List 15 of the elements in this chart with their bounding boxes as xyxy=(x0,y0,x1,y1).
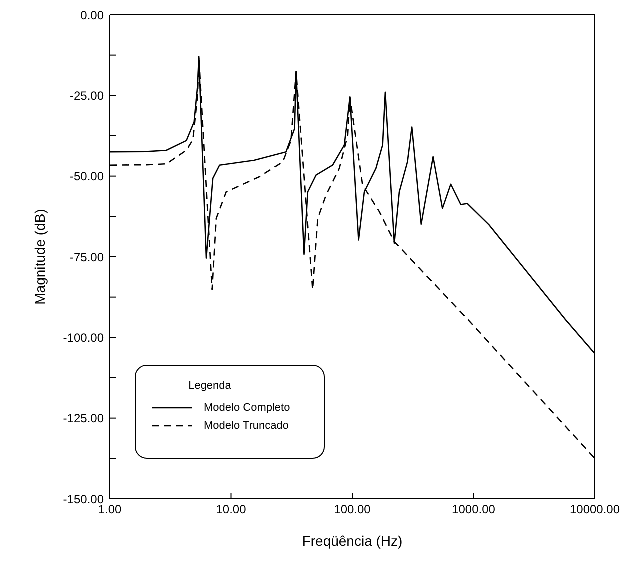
x-tick-label: 100.00 xyxy=(334,502,372,517)
y-tick-label: -25.00 xyxy=(70,88,104,103)
y-tick-label: 0.00 xyxy=(80,8,104,22)
y-tick-label: -75.00 xyxy=(70,250,104,264)
x-tick-label: 10.00 xyxy=(216,502,247,517)
y-tick-label: -50.00 xyxy=(70,170,104,184)
legend-title: Legenda xyxy=(188,380,232,392)
legend-label: Modelo Truncado xyxy=(204,420,289,432)
legend-label: Modelo Completo xyxy=(204,402,290,414)
y-axis-title: Magnitude (dB) xyxy=(32,209,48,305)
x-axis-title: Freqüência (Hz) xyxy=(302,533,403,549)
x-tick-label: 10000.00 xyxy=(570,502,620,517)
y-tick-label: -125.00 xyxy=(63,412,104,426)
x-tick-label: 1000.00 xyxy=(452,502,496,517)
y-tick-label: -100.00 xyxy=(63,330,104,345)
